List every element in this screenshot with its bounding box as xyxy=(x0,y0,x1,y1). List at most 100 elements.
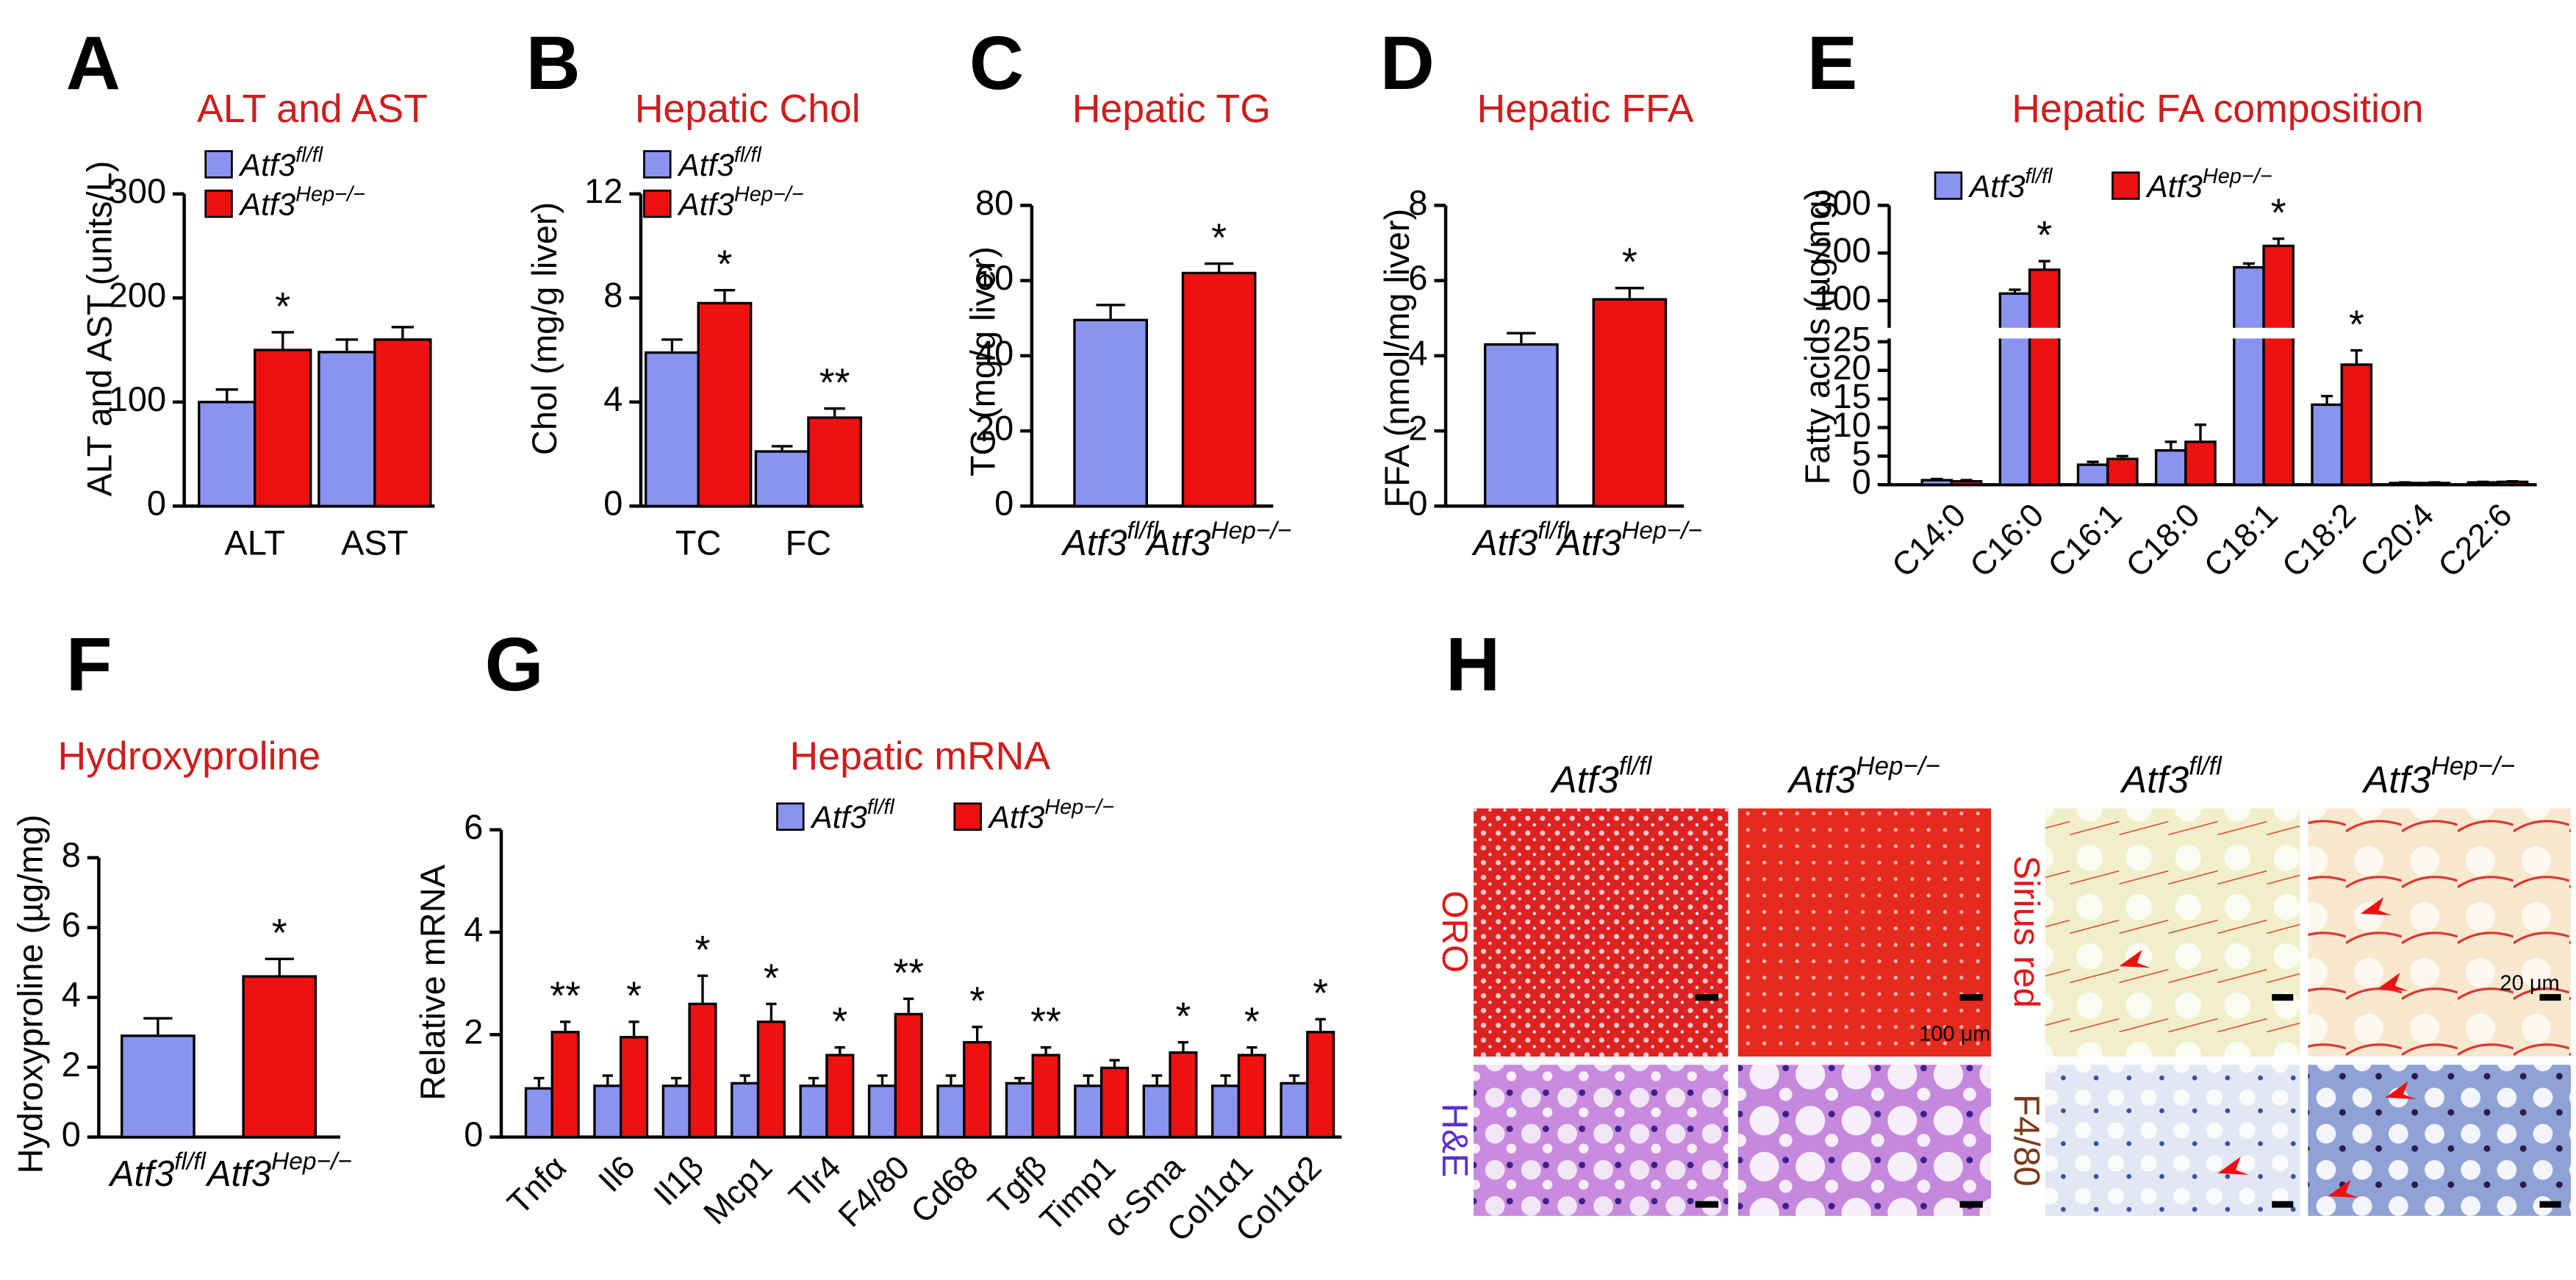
genotype-base: Atf3 xyxy=(809,800,867,834)
chart-title: ALT and AST xyxy=(197,87,428,131)
chart-title: Hepatic FFA xyxy=(1477,87,1693,131)
bar xyxy=(2154,448,2187,486)
genotype-sup: fl/fl xyxy=(734,143,762,166)
legend-swatch xyxy=(643,189,672,218)
y-axis-label: ALT and AST (units/L) xyxy=(80,161,118,496)
row-label: F4/80 xyxy=(2006,1094,2047,1187)
genotype-label: Atf3Hep−/− xyxy=(676,182,803,222)
bar xyxy=(2233,265,2265,486)
x-tick-label: Il6 xyxy=(592,1149,642,1199)
micrograph xyxy=(1474,1065,1729,1216)
x-tick-label: FC xyxy=(786,523,832,562)
genotype-base: Atf3 xyxy=(676,187,734,222)
x-tick-label: AST xyxy=(341,523,408,562)
y-tick-label: 8 xyxy=(62,836,81,874)
bar xyxy=(1280,1081,1309,1139)
genotype-label: Atf3Hep−/− xyxy=(987,795,1114,835)
y-tick-label: 4 xyxy=(464,910,483,948)
row-label: H&E xyxy=(1435,1103,1475,1177)
significance: * xyxy=(832,1000,847,1044)
y-tick-label: 0 xyxy=(1408,485,1427,523)
panel-letter: D xyxy=(1380,21,1435,105)
bar xyxy=(1998,292,2031,486)
y-tick-label: 100 xyxy=(109,380,166,418)
significance: * xyxy=(1622,240,1637,285)
genotype-label: Atf3Hep−/− xyxy=(1787,752,1940,801)
significance: * xyxy=(1313,971,1328,1015)
significance: ** xyxy=(550,974,581,1018)
bar xyxy=(550,1031,580,1139)
legend-swatch xyxy=(643,150,672,179)
significance: * xyxy=(695,928,711,972)
y-tick-label: 0 xyxy=(464,1115,483,1154)
y-tick-label: 0 xyxy=(1852,463,1871,501)
bar xyxy=(2076,463,2109,486)
bar xyxy=(121,1034,195,1139)
row-label: Sirius red xyxy=(2006,855,2047,1008)
genotype-sup: fl/fl xyxy=(1127,517,1159,544)
bar xyxy=(697,301,753,508)
bar xyxy=(1099,1066,1130,1139)
significance: * xyxy=(764,956,779,1000)
y-tick-label: 6 xyxy=(464,808,483,846)
panel-letter: B xyxy=(525,21,580,105)
bar xyxy=(936,1084,966,1139)
panel-letter: A xyxy=(66,21,121,105)
genotype-base: Atf3 xyxy=(108,1154,174,1194)
y-tick-label: 4 xyxy=(1408,334,1427,372)
genotype-base: Atf3 xyxy=(1967,169,2026,204)
y-axis-label: Relative mRNA xyxy=(414,864,452,1100)
genotype-sup: fl/fl xyxy=(1538,517,1570,544)
genotype-base: Atf3 xyxy=(238,148,296,182)
genotype-label: Atf3Hep−/− xyxy=(1555,517,1702,563)
x-tick-label: C18:1 xyxy=(2198,497,2285,584)
genotype-base: Atf3 xyxy=(987,800,1045,834)
legend-swatch xyxy=(204,189,233,218)
bar xyxy=(807,416,863,508)
scale-bar-label: 100 μm xyxy=(1919,1023,1990,1046)
micrograph xyxy=(1474,808,1729,1057)
genotype-label: Atf3fl/fl xyxy=(1471,517,1571,563)
panel-letter: G xyxy=(485,622,544,707)
bar xyxy=(1950,479,1983,486)
bar xyxy=(1073,318,1148,508)
panel-letter: F xyxy=(66,622,112,707)
bar xyxy=(1031,1054,1061,1139)
row-label: ORO xyxy=(1435,890,1475,973)
panel-letter: C xyxy=(969,21,1024,105)
bar xyxy=(317,351,376,508)
y-tick-label: 0 xyxy=(994,485,1013,523)
chart-title: Hepatic mRNA xyxy=(790,734,1051,779)
y-tick-label: 0 xyxy=(603,485,623,523)
x-tick-label: C18:0 xyxy=(2120,497,2207,584)
genotype-sup: Hep−/− xyxy=(1211,517,1292,544)
significance: * xyxy=(2349,302,2364,346)
micrograph xyxy=(1737,808,1992,1057)
genotype-base: Atf3 xyxy=(1471,523,1538,563)
bar xyxy=(754,450,810,508)
y-tick-label: 6 xyxy=(62,906,81,944)
y-tick-label: 4 xyxy=(62,976,81,1014)
y-tick-label: 2 xyxy=(1408,409,1427,447)
significance: * xyxy=(1175,995,1191,1039)
y-tick-label: 6 xyxy=(1408,259,1427,297)
bar xyxy=(1074,1084,1103,1139)
genotype-label: Atf3Hep−/− xyxy=(2361,752,2515,801)
genotype-sup: Hep−/− xyxy=(2431,752,2516,781)
genotype-sup: Hep−/− xyxy=(1044,795,1114,819)
bar xyxy=(198,401,256,508)
x-tick-label: ALT xyxy=(224,523,285,562)
bar xyxy=(661,1084,691,1139)
bar xyxy=(867,1084,897,1139)
bar xyxy=(799,1084,828,1139)
bar xyxy=(1181,271,1257,508)
y-tick-label: 12 xyxy=(584,172,623,210)
bar xyxy=(2028,268,2061,486)
genotype-base: Atf3 xyxy=(238,187,296,222)
bar xyxy=(731,1081,760,1139)
bar xyxy=(825,1054,855,1139)
bar xyxy=(1169,1051,1198,1139)
bar xyxy=(1592,298,1668,508)
panel-letter: E xyxy=(1807,21,1858,105)
genotype-label: Atf3Hep−/− xyxy=(238,182,365,222)
